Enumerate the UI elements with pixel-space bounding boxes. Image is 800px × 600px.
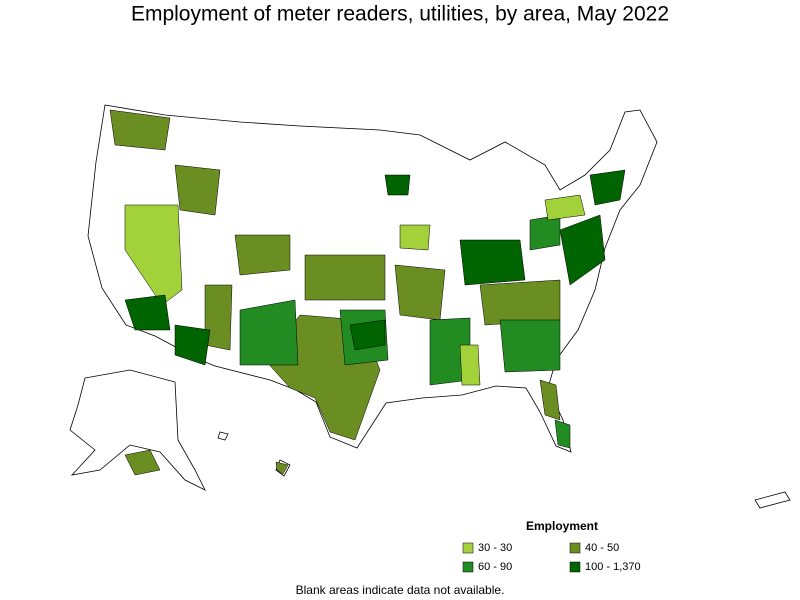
region-shade <box>539 379 561 421</box>
legend-label: 40 - 50 <box>585 542 619 554</box>
legend-swatch <box>462 561 474 573</box>
footnote: Blank areas indicate data not available. <box>296 583 505 597</box>
region-shade <box>459 344 481 386</box>
region-shade <box>459 239 526 286</box>
region-shade <box>124 294 171 331</box>
region-shade <box>394 264 446 321</box>
legend-swatch <box>569 561 581 573</box>
hawaii-islands <box>217 431 229 441</box>
legend-label: 60 - 90 <box>478 561 512 573</box>
territory <box>754 491 791 509</box>
region-shade <box>239 299 299 366</box>
region-shade <box>399 224 431 251</box>
region-shade <box>204 284 233 351</box>
region-shade <box>124 449 161 476</box>
legend: 30 - 30 40 - 50 60 - 90 100 - 1,370 <box>462 542 641 573</box>
region-shade <box>174 324 211 366</box>
region-shade <box>544 194 586 221</box>
region-shade <box>384 174 411 196</box>
alaska <box>69 369 206 491</box>
region-shade <box>529 214 561 251</box>
region-shade <box>275 461 289 475</box>
region-shade <box>589 169 626 206</box>
map <box>69 104 791 509</box>
region-shade <box>499 319 561 373</box>
region-shade <box>109 109 171 151</box>
region-shade <box>554 419 571 449</box>
legend-swatch <box>569 542 581 554</box>
legend-swatch <box>462 542 474 554</box>
region-shade <box>174 164 221 216</box>
region-shade <box>304 254 386 301</box>
legend-label: 100 - 1,370 <box>585 561 641 573</box>
legend-title: Employment <box>526 519 598 533</box>
legend-label: 30 - 30 <box>478 542 512 554</box>
region-shade <box>234 234 291 276</box>
map-title: Employment of meter readers, utilities, … <box>131 3 669 26</box>
region-shade <box>479 279 561 326</box>
region-shade <box>349 319 386 351</box>
region-shade <box>559 214 606 286</box>
region-shade <box>124 204 183 306</box>
